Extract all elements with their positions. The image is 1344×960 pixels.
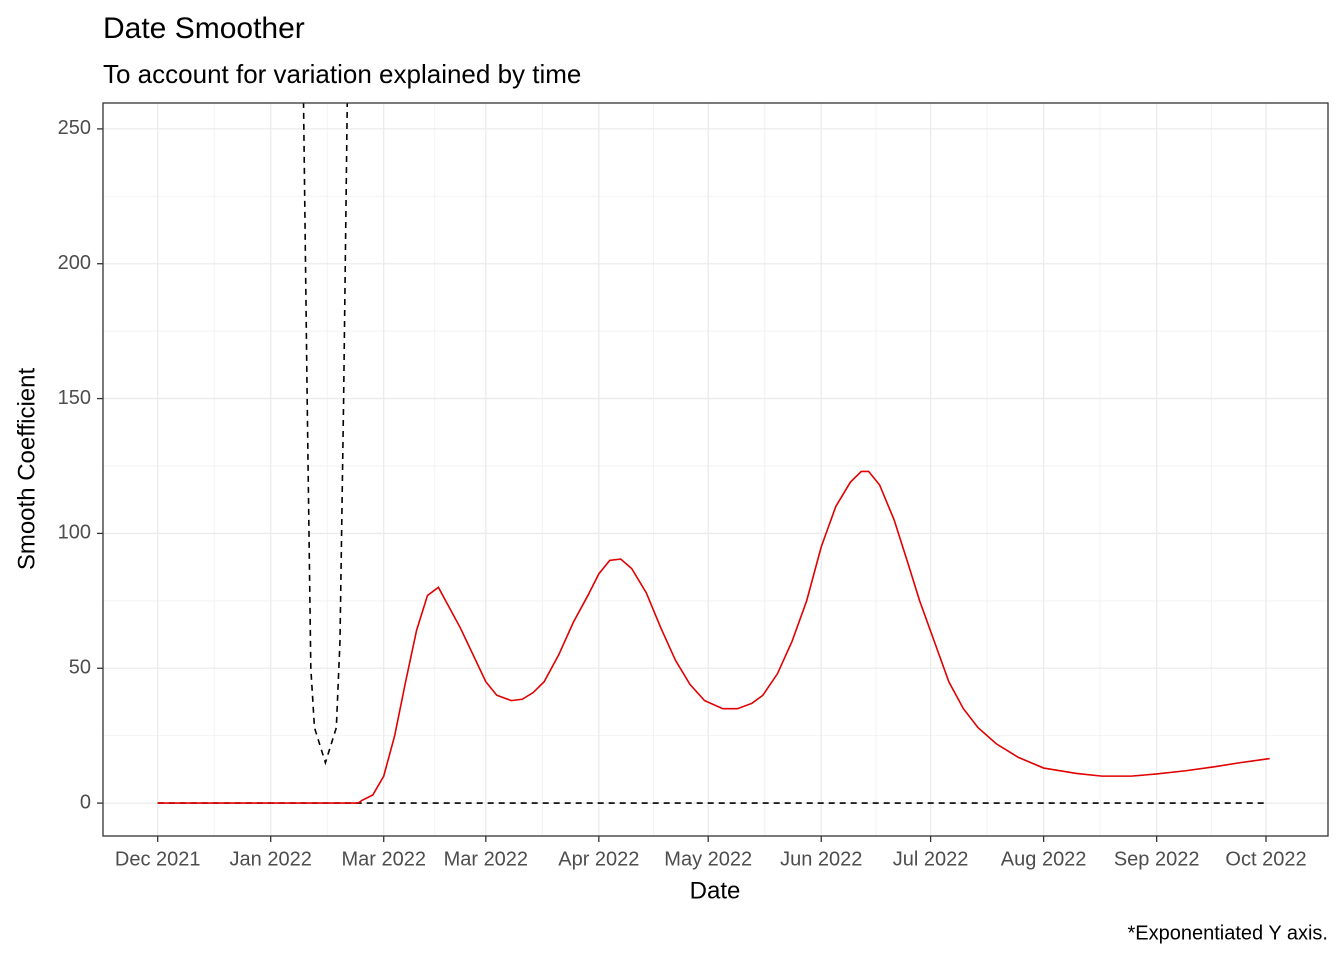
y-tick-label: 200 xyxy=(58,252,91,274)
x-tick-label: Jan 2022 xyxy=(230,848,312,870)
y-axis-title: Smooth Coefficient xyxy=(13,368,40,571)
x-tick-label: Aug 2022 xyxy=(1001,848,1087,870)
x-tick-label: Mar 2022 xyxy=(444,848,529,870)
y-tick-label: 50 xyxy=(69,657,91,679)
line xyxy=(157,470,1270,804)
axes: Dec 2021 Jan 2022 Mar 2022 Mar 2022 Apr 2022… xyxy=(58,117,1307,870)
x-tick-label: Mar 2022 xyxy=(341,848,426,870)
x-tick-label: May 2022 xyxy=(664,848,752,870)
panel-border xyxy=(102,102,1329,837)
y-tick-label: 150 xyxy=(58,387,91,409)
chart-subtitle: To account for variation explained by ti… xyxy=(103,59,581,89)
grid xyxy=(103,103,1328,836)
x-tick-label: Dec 2021 xyxy=(115,848,201,870)
line xyxy=(302,103,349,766)
chart-title: Date Smoother xyxy=(103,12,305,45)
y-tick-label: 250 xyxy=(58,117,91,139)
x-tick-label: Jun 2022 xyxy=(780,848,862,870)
x-tick-label: Oct 2022 xyxy=(1225,848,1306,870)
x-tick-label: Apr 2022 xyxy=(558,848,639,870)
caption: *Exponentiated Y axis. xyxy=(1127,922,1328,944)
x-tick-label: Jul 2022 xyxy=(893,848,969,870)
x-axis-title: Date xyxy=(690,877,741,904)
y-tick-label: 0 xyxy=(80,791,91,813)
x-tick-label: Sep 2022 xyxy=(1114,848,1200,870)
y-tick-label: 100 xyxy=(58,522,91,544)
plot-area xyxy=(157,103,1270,804)
